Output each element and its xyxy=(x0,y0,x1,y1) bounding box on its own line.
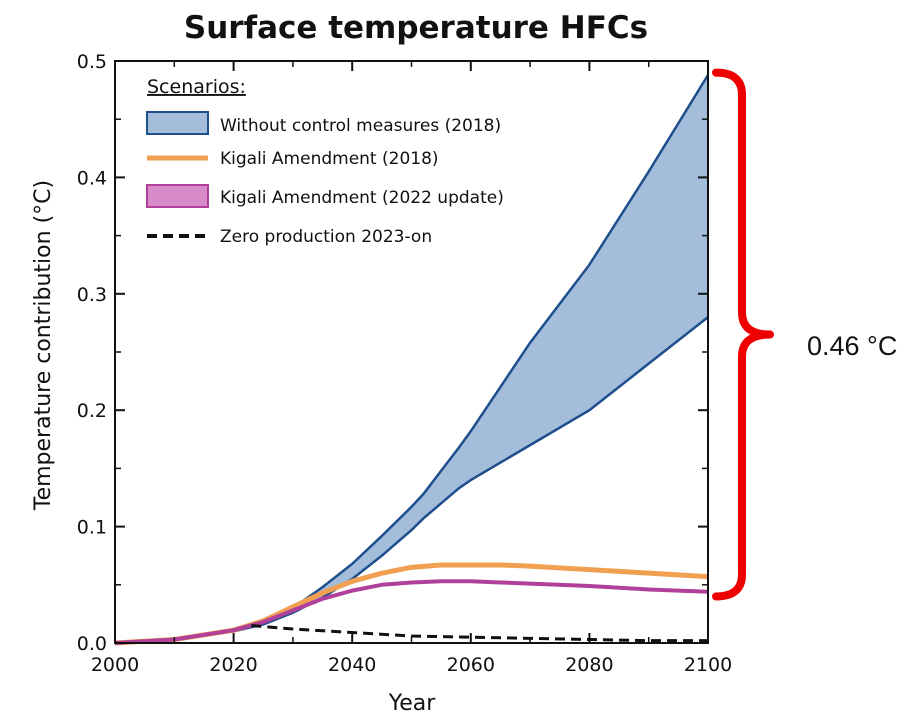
y-axis-label: Temperature contribution (°C) xyxy=(31,180,56,511)
legend-label-kigali-2018: Kigali Amendment (2018) xyxy=(220,149,439,169)
legend-label-zero-production: Zero production 2023-on xyxy=(220,227,432,247)
legend-label-band: Without control measures (2018) xyxy=(220,116,501,136)
axes: 2000 2020 2040 2060 2080 2100 0.0 0.1 0.2 0.3 0.4 0… xyxy=(77,51,732,676)
x-tick-label: 2040 xyxy=(328,654,376,676)
y-tick-label: 0.0 xyxy=(77,633,107,655)
chart-title: Surface temperature HFCs xyxy=(184,10,648,46)
x-tick-label: 2020 xyxy=(209,654,257,676)
legend: Scenarios: Without control measures (201… xyxy=(146,76,504,247)
plot-area xyxy=(114,74,710,646)
series-kigali-2022 xyxy=(114,579,709,645)
annotation-brace xyxy=(712,68,774,601)
x-tick-label: 2080 xyxy=(565,654,613,676)
y-tick-label: 0.4 xyxy=(77,167,107,189)
series-kigali-2018 xyxy=(114,562,709,646)
legend-label-kigali-2022: Kigali Amendment (2022 update) xyxy=(220,188,504,208)
y-tick-label: 0.1 xyxy=(77,517,107,539)
y-tick-label: 0.5 xyxy=(77,51,107,73)
legend-swatch-band xyxy=(146,111,209,135)
y-tick-label: 0.3 xyxy=(77,284,107,306)
legend-swatch-kigali-2022 xyxy=(146,184,209,208)
x-tick-label: 2060 xyxy=(447,654,495,676)
legend-title: Scenarios: xyxy=(147,76,246,98)
x-tick-label: 2000 xyxy=(91,654,139,676)
series-zero-production xyxy=(251,624,708,643)
y-tick-label: 0.2 xyxy=(77,400,107,422)
x-tick-label: 2100 xyxy=(684,654,732,676)
annotation-label: 0.46 °C xyxy=(807,331,897,361)
x-axis-label: Year xyxy=(388,691,437,716)
